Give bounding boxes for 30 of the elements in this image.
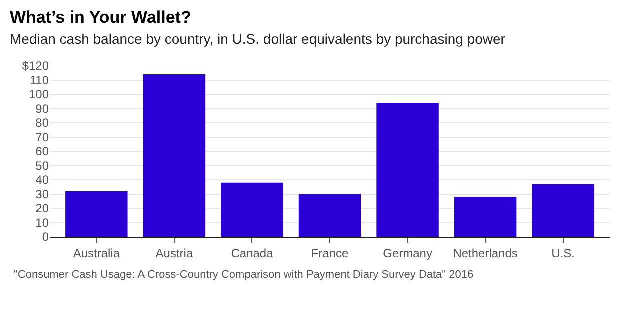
x-tick-label: Austria (156, 246, 194, 260)
y-tick-label: 20 (36, 202, 50, 216)
chart-subtitle: Median cash balance by country, in U.S. dollar equivalents by purchasing power (10, 31, 506, 47)
y-tick-label: 50 (36, 158, 50, 173)
y-tick-label: 0 (42, 230, 50, 244)
y-tick-label: 40 (36, 173, 50, 188)
bar (143, 74, 206, 237)
bar (532, 184, 594, 237)
x-tick-label: Australia (73, 246, 120, 260)
bar (454, 197, 517, 237)
x-tick-label: Canada (231, 246, 274, 260)
bar (221, 182, 284, 237)
x-tick-label: U.S. (552, 246, 575, 260)
y-tick-label: 70 (36, 130, 50, 144)
y-tick-label: 10 (36, 216, 50, 230)
y-tick-label: 30 (36, 187, 50, 202)
x-tick-label: Netherlands (453, 246, 518, 260)
y-tick-label: $120 (22, 59, 50, 74)
bar (376, 103, 439, 237)
chart-title: What’s in Your Wallet? (10, 8, 192, 28)
y-tick-label: 60 (36, 144, 50, 159)
bar (66, 191, 128, 237)
x-tick-label: Germany (383, 246, 432, 260)
y-tick-label: 80 (36, 116, 50, 130)
y-tick-label: 90 (36, 102, 50, 116)
x-tick-label: France (311, 246, 349, 260)
bar (298, 194, 362, 237)
y-tick-label: 110 (30, 73, 50, 88)
y-tick-label: 100 (28, 88, 50, 102)
text: "Consumer Cash Usage: A Cross-Country Comparison with Payment Diary Survey Data" 2016 (14, 269, 475, 281)
